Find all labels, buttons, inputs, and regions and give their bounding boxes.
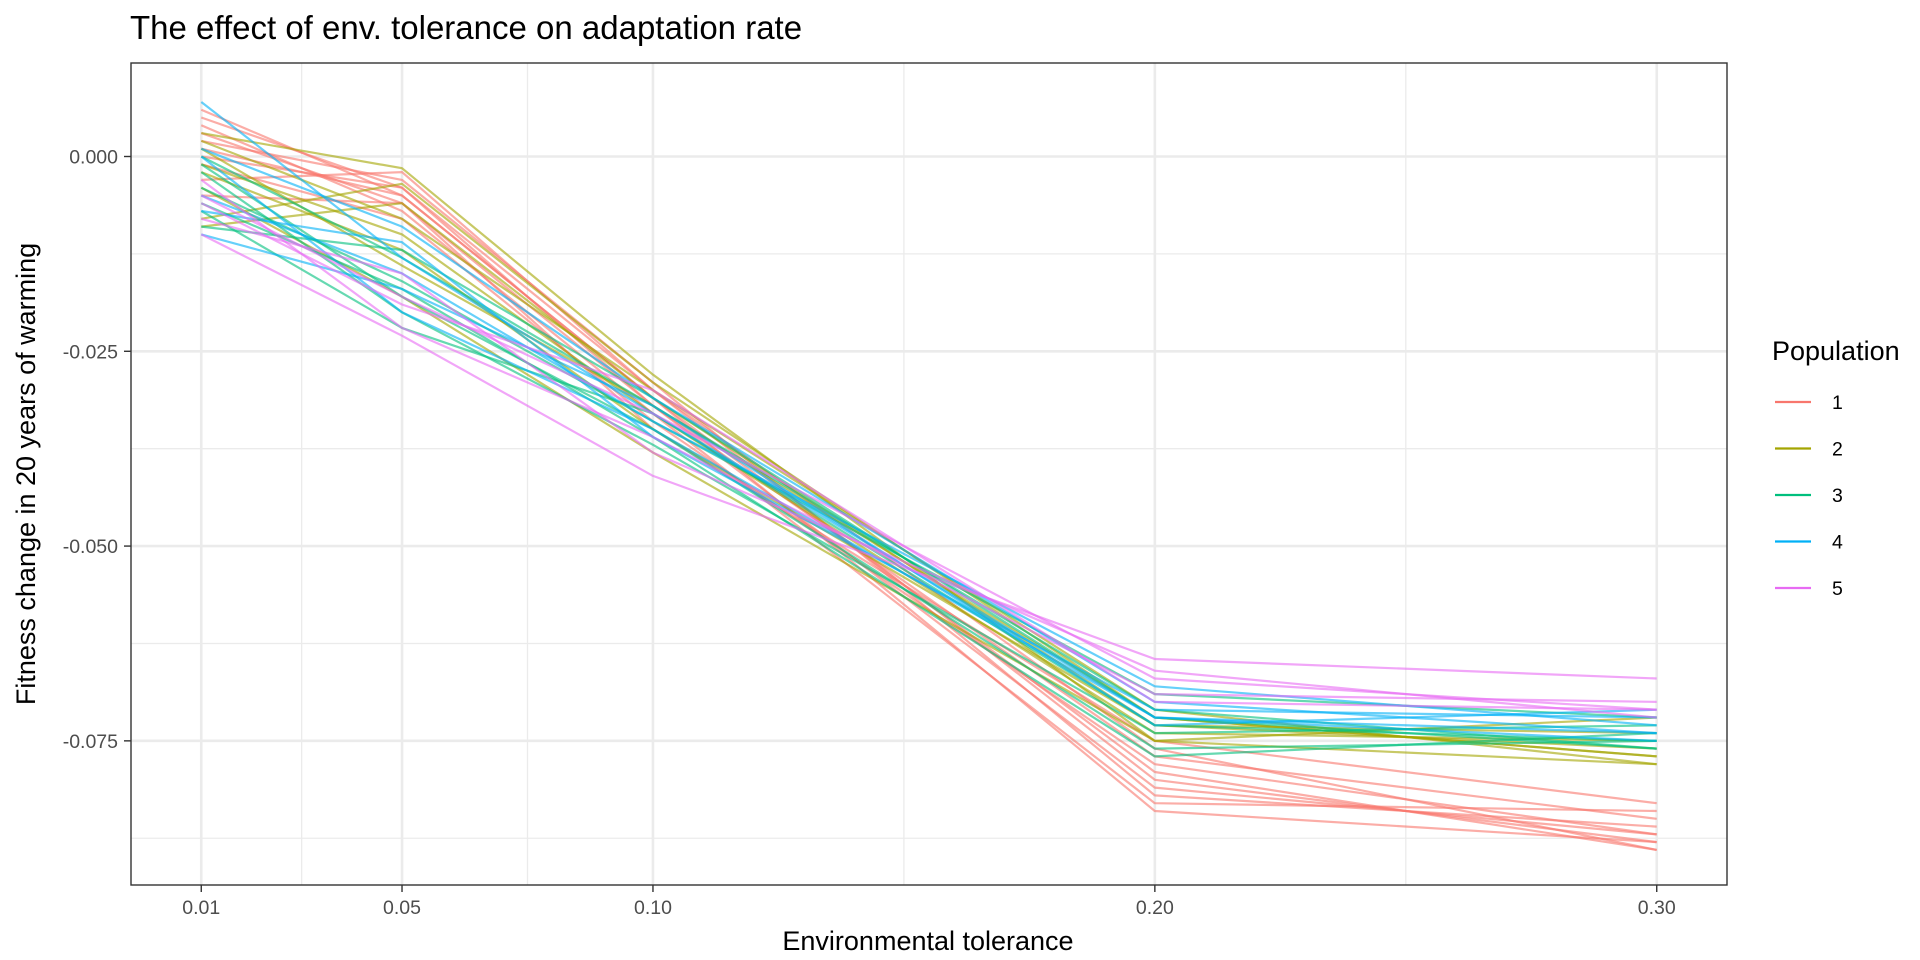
series-line-population-5 [200, 194, 1657, 711]
x-tick-label: 0.30 [1638, 897, 1676, 919]
legend-label-population-1: 1 [1832, 392, 1843, 414]
y-axis-title: Fitness change in 20 years of warming [11, 243, 41, 705]
x-tick-label: 0.10 [634, 897, 672, 919]
x-tick-label: 0.20 [1136, 897, 1174, 919]
axis-ticks: 0.01 0.05 0.10 0.20 0.30 0.000 -0.025 -0.050 -0.… [63, 146, 1676, 919]
x-tick-label: 0.01 [182, 897, 220, 919]
y-tick-label: -0.025 [63, 341, 118, 363]
legend-label-population-3: 3 [1832, 485, 1843, 507]
x-axis-title: Environmental tolerance [782, 926, 1073, 956]
y-tick-label: -0.050 [63, 536, 118, 558]
y-tick-label: -0.075 [63, 731, 118, 753]
series-line-population-5 [200, 233, 1657, 680]
chart-title: The effect of env. tolerance on adaptati… [130, 9, 802, 46]
legend-label-population-5: 5 [1832, 578, 1843, 600]
series-lines [200, 101, 1657, 851]
series-line-population-5 [200, 179, 1657, 703]
plot-border [130, 62, 1728, 886]
legend-label-population-2: 2 [1832, 439, 1843, 461]
legend-title: Population [1772, 336, 1900, 366]
legend-items: 1 2 3 4 5 [1775, 392, 1843, 600]
legend-label-population-4: 4 [1832, 532, 1843, 554]
series-line-population-4 [200, 155, 1657, 735]
series-line-population-4 [200, 194, 1657, 727]
x-tick-label: 0.05 [383, 897, 421, 919]
plot-background [131, 63, 1727, 885]
series-line-population-5 [201, 217, 1657, 719]
legend: Population 1 2 3 4 5 [1772, 336, 1900, 600]
y-tick-label: 0.000 [69, 146, 118, 168]
series-line-population-5 [200, 202, 1657, 711]
